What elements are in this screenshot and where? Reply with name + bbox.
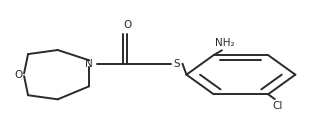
Text: N: N: [85, 59, 93, 69]
Text: O: O: [123, 20, 131, 30]
Text: Cl: Cl: [273, 101, 283, 111]
Text: NH₂: NH₂: [215, 38, 235, 48]
Text: S: S: [173, 59, 180, 69]
Text: O: O: [14, 70, 22, 80]
